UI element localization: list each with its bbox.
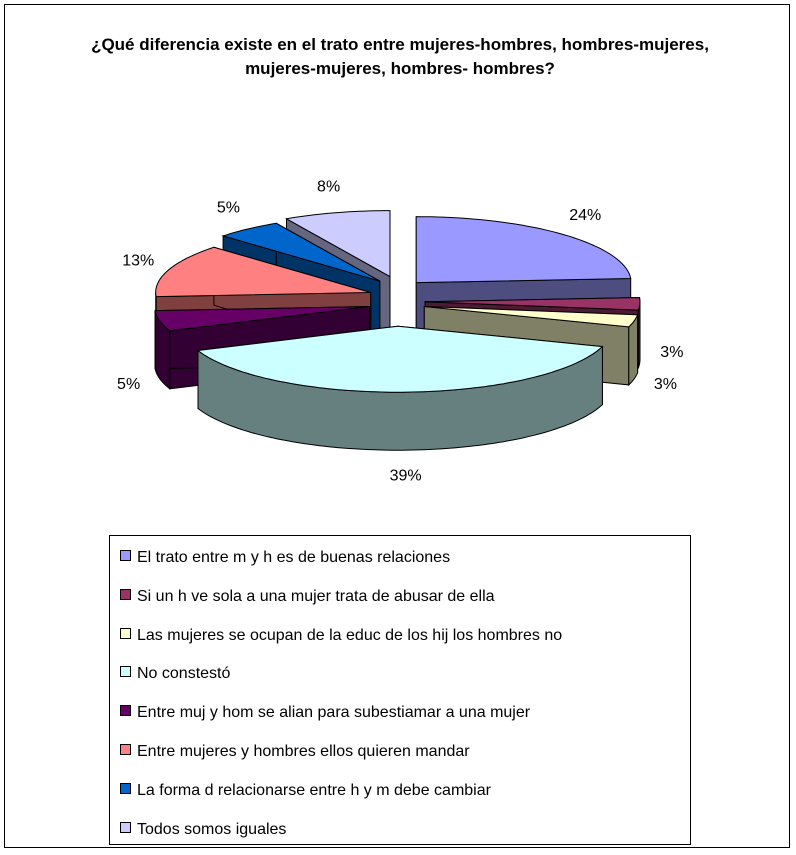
slice-wall bbox=[637, 301, 641, 369]
slice-top bbox=[424, 297, 641, 311]
data-label: 3% bbox=[660, 344, 683, 361]
data-label: 3% bbox=[654, 376, 677, 393]
slice-top bbox=[424, 306, 639, 328]
legend-label: No constestó bbox=[137, 665, 231, 683]
slice-top bbox=[155, 246, 371, 298]
chart-title: ¿Qué diferencia existe en el trato entre… bbox=[91, 35, 709, 78]
legend-item: Las mujeres se ocupan de la educ de los … bbox=[120, 626, 562, 646]
legend-label: Entre mujeres y hombres ellos quieren ma… bbox=[137, 743, 470, 760]
legend-swatch bbox=[120, 550, 131, 561]
data-label: 5% bbox=[117, 376, 140, 393]
legend-label: Si un h ve sola a una mujer trata de abu… bbox=[137, 587, 495, 605]
data-label: 8% bbox=[317, 179, 340, 196]
data-label: 24% bbox=[569, 207, 601, 224]
legend-swatch bbox=[120, 588, 131, 600]
legend-swatch bbox=[120, 705, 131, 717]
legend-swatch bbox=[120, 782, 131, 794]
legend: El trato entre m y h es de buenas relaci… bbox=[109, 535, 691, 845]
legend-swatch bbox=[120, 666, 131, 678]
chart-frame: 24% 3% 3% 39% 5% 13% 5% 8% ¿Qué diferencia exis… bbox=[4, 4, 790, 848]
legend-label: Entre muj y hom se alian para subestiama… bbox=[137, 704, 531, 722]
slice-top bbox=[196, 325, 604, 393]
data-label: 5% bbox=[217, 200, 240, 217]
legend-swatch bbox=[120, 627, 131, 639]
slice-top bbox=[285, 210, 391, 278]
slice-top bbox=[154, 306, 370, 332]
legend-item: Todos somos iguales bbox=[120, 820, 286, 840]
legend-swatch bbox=[120, 744, 131, 755]
slice-top bbox=[221, 222, 381, 282]
legend-item: Entre muj y hom se alian para subestiama… bbox=[120, 703, 530, 723]
legend-item: No constestó bbox=[120, 664, 230, 684]
data-label: 39% bbox=[390, 467, 422, 484]
pie-slice bbox=[196, 325, 604, 451]
slice-top bbox=[415, 216, 632, 284]
legend-label: Todos somos iguales bbox=[137, 820, 287, 838]
pie-chart: 24% 3% 3% 39% 5% 13% 5% 8% bbox=[117, 179, 683, 485]
legend-item: Entre mujeres y hombres ellos quieren ma… bbox=[120, 742, 470, 762]
legend-label: Las mujeres se ocupan de la educ de los … bbox=[137, 626, 563, 644]
legend-item: El trato entre m y h es de buenas relaci… bbox=[120, 548, 450, 568]
legend-item: Si un h ve sola a una mujer trata de abu… bbox=[120, 587, 495, 607]
data-label: 13% bbox=[122, 253, 154, 270]
legend-swatch bbox=[120, 821, 131, 833]
legend-label: La forma d relacionarse entre h y m debe… bbox=[137, 781, 491, 799]
legend-item: La forma d relacionarse entre h y m debe… bbox=[120, 781, 491, 801]
legend-label: El trato entre m y h es de buenas relaci… bbox=[137, 549, 451, 566]
